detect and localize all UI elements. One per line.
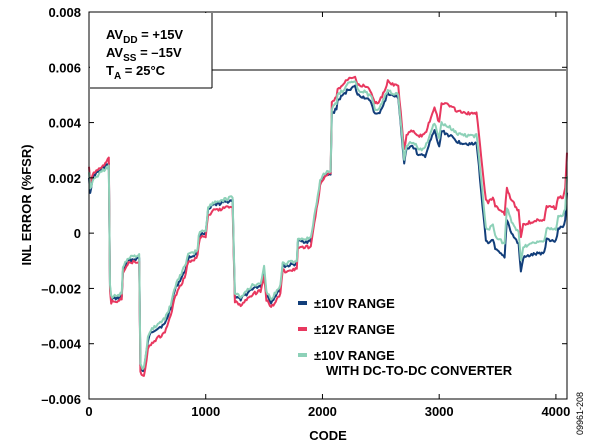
series-layer — [88, 75, 568, 377]
x-tick-label: 2000 — [308, 404, 337, 419]
y-tick-label: 0.008 — [48, 5, 81, 20]
y-tick-label: 0 — [74, 226, 81, 241]
ticks-layer: –0.006 –0.004 –0.002 0 0.002 0.004 0.006 0.008 0… — [41, 5, 570, 419]
condition-avss: AVSS = –15V — [106, 45, 182, 64]
legend: ±10V RANGE ±12V RANGE ±10V RANGE WITH DC… — [296, 292, 558, 384]
legend-label-10v: ±10V RANGE — [314, 296, 395, 311]
legend-background — [296, 292, 558, 384]
y-tick-label: 0.006 — [48, 60, 81, 75]
legend-label-10v-dcdc-line2: WITH DC-TO-DC CONVERTER — [326, 363, 513, 378]
series-line-0 — [88, 84, 568, 372]
condition-ta: TA = 25°C — [106, 63, 166, 82]
y-tick-label: –0.006 — [41, 392, 81, 407]
y-axis-title: INL ERROR (%FSR) — [19, 144, 34, 265]
x-axis-title: CODE — [309, 428, 347, 443]
x-tick-label: 0 — [85, 404, 92, 419]
x-tick-label: 4000 — [541, 404, 570, 419]
conditions-box: AVDD = +15V AVSS = –15V TA = 25°C — [90, 13, 566, 89]
x-tick-label: 3000 — [425, 404, 454, 419]
series-line-2 — [88, 80, 568, 371]
series-line-1 — [88, 75, 568, 377]
legend-label-10v-dcdc: ±10V RANGE WITH DC-TO-DC CONVERTER — [314, 348, 513, 378]
plot-frame — [88, 11, 568, 400]
legend-label-12v: ±12V RANGE — [314, 322, 395, 337]
y-tick-label: 0.004 — [48, 116, 81, 131]
y-tick-label: 0.002 — [48, 171, 81, 186]
condition-avdd: AVDD = +15V — [106, 27, 183, 46]
figure-id: 09961-208 — [575, 392, 585, 435]
y-tick-label: –0.002 — [41, 281, 81, 296]
x-tick-label: 1000 — [191, 404, 220, 419]
conditions-background — [90, 13, 212, 88]
legend-label-10v-dcdc-line1: ±10V RANGE — [314, 348, 395, 363]
y-tick-label: –0.004 — [41, 337, 82, 352]
